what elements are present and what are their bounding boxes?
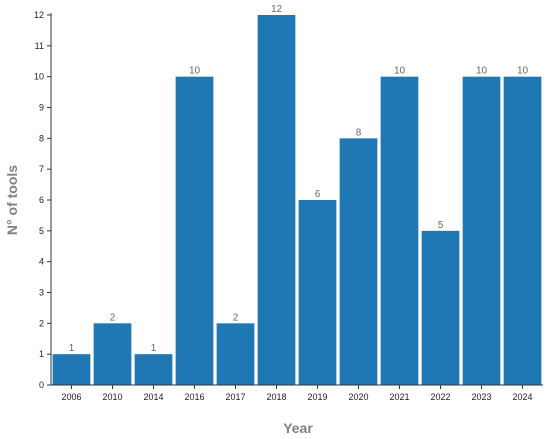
x-tick-label-2016: 2016 xyxy=(184,392,204,402)
bar-2021 xyxy=(380,76,419,386)
x-axis-title: Year xyxy=(283,420,313,436)
y-tick-label-7: 7 xyxy=(39,164,44,174)
y-tick-label-8: 8 xyxy=(39,133,44,143)
y-tick-label-3: 3 xyxy=(39,288,44,298)
data-label-2014: 1 xyxy=(151,343,157,354)
bar-2019 xyxy=(298,200,337,385)
data-label-2022: 5 xyxy=(438,220,444,231)
bar-2024 xyxy=(503,76,542,386)
data-label-2020: 8 xyxy=(356,127,362,138)
bar-2023 xyxy=(462,76,501,386)
y-tick-label-2: 2 xyxy=(39,318,44,328)
data-label-2023: 10 xyxy=(476,66,488,77)
y-tick-label-5: 5 xyxy=(39,226,44,236)
x-tick-label-2006: 2006 xyxy=(61,392,81,402)
y-tick-label-10: 10 xyxy=(34,72,44,82)
data-label-2016: 10 xyxy=(189,66,201,77)
bar-2006 xyxy=(52,354,91,385)
data-label-2019: 6 xyxy=(315,189,321,200)
bar-2016 xyxy=(175,76,214,386)
data-label-2021: 10 xyxy=(394,66,406,77)
y-tick-label-9: 9 xyxy=(39,103,44,113)
plot-area: 1200622010120141020162201712201862019820… xyxy=(34,4,543,402)
bar-2010 xyxy=(93,323,132,385)
data-label-2024: 10 xyxy=(517,66,529,77)
bar-2014 xyxy=(134,354,173,385)
data-label-2006: 1 xyxy=(69,343,75,354)
x-tick-label-2024: 2024 xyxy=(512,392,532,402)
bar-2020 xyxy=(339,138,378,385)
x-tick-label-2023: 2023 xyxy=(471,392,491,402)
y-axis-title: N° of tools xyxy=(4,165,20,235)
bar-2018 xyxy=(257,15,296,385)
bar-2017 xyxy=(216,323,255,385)
y-tick-label-4: 4 xyxy=(39,257,44,267)
y-tick-label-11: 11 xyxy=(35,41,44,51)
y-tick-label-6: 6 xyxy=(39,195,44,205)
x-tick-label-2022: 2022 xyxy=(430,392,450,402)
x-tick-label-2018: 2018 xyxy=(266,392,286,402)
x-tick-label-2021: 2021 xyxy=(389,392,409,402)
data-label-2018: 12 xyxy=(271,4,283,15)
bar-2022 xyxy=(421,230,460,385)
y-tick-label-1: 1 xyxy=(39,349,44,359)
x-tick-label-2010: 2010 xyxy=(102,392,122,402)
x-tick-label-2019: 2019 xyxy=(307,392,327,402)
x-tick-label-2020: 2020 xyxy=(348,392,368,402)
y-tick-label-12: 12 xyxy=(34,10,44,20)
x-tick-label-2014: 2014 xyxy=(143,392,163,402)
data-label-2010: 2 xyxy=(110,312,116,323)
data-label-2017: 2 xyxy=(233,312,239,323)
x-tick-label-2017: 2017 xyxy=(225,392,245,402)
y-tick-label-0: 0 xyxy=(39,380,44,390)
